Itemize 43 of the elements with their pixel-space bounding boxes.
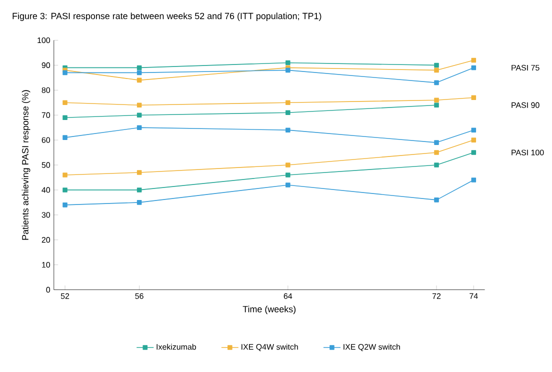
point bbox=[136, 78, 142, 83]
point bbox=[471, 178, 476, 182]
point bbox=[471, 138, 476, 142]
point bbox=[286, 128, 290, 132]
point bbox=[136, 102, 142, 108]
point bbox=[62, 70, 68, 76]
point bbox=[286, 172, 290, 178]
chart-title: Figure 3: PASI response rate between weeks 52 and 76 (ITT population; TP1) bbox=[12, 12, 322, 21]
point bbox=[434, 68, 439, 73]
point bbox=[434, 80, 439, 86]
point bbox=[434, 150, 439, 155]
point bbox=[136, 200, 142, 205]
point bbox=[62, 100, 68, 106]
point bbox=[62, 135, 68, 140]
point bbox=[286, 68, 290, 73]
point bbox=[434, 140, 439, 145]
point bbox=[286, 60, 290, 66]
point bbox=[286, 162, 290, 168]
point bbox=[434, 98, 439, 103]
point bbox=[286, 182, 290, 188]
point bbox=[62, 188, 68, 192]
point bbox=[471, 128, 476, 132]
point bbox=[286, 100, 290, 106]
point bbox=[434, 62, 439, 68]
x-axis-title: Time (weeks) bbox=[242, 306, 296, 314]
point bbox=[136, 170, 142, 175]
point bbox=[434, 198, 439, 202]
point bbox=[62, 115, 68, 120]
y-axis-title: Patients achieving PASI response (%) bbox=[22, 90, 30, 240]
point bbox=[136, 125, 142, 130]
point bbox=[62, 202, 68, 208]
point bbox=[471, 150, 476, 155]
point bbox=[136, 112, 142, 118]
point bbox=[471, 95, 476, 100]
point bbox=[136, 188, 142, 192]
point bbox=[471, 58, 476, 63]
point bbox=[62, 172, 68, 178]
point bbox=[471, 65, 476, 70]
point bbox=[136, 65, 142, 70]
point bbox=[434, 162, 439, 168]
point bbox=[434, 102, 439, 108]
point bbox=[136, 70, 142, 76]
point bbox=[286, 110, 290, 116]
